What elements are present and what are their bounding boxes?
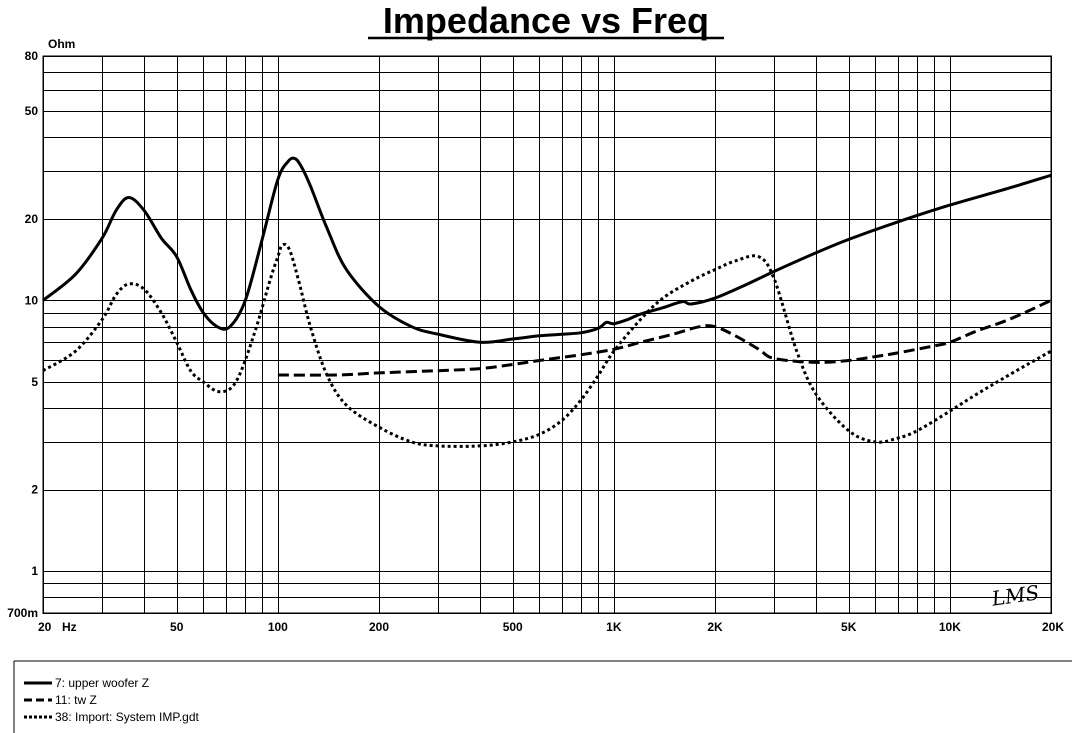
lms-watermark-text: LMS — [989, 580, 1040, 611]
data-series — [43, 158, 1051, 446]
x-tick-label: 20 — [38, 620, 52, 634]
legend-label: 38: Import: System IMP.gdt — [55, 710, 200, 724]
x-tick-label: 100 — [268, 620, 288, 634]
x-axis-unit-label: Hz — [62, 620, 77, 634]
x-tick-label: 2K — [707, 620, 723, 634]
x-tick-label: 500 — [503, 620, 523, 634]
x-tick-label: 50 — [170, 620, 184, 634]
chart-title: Impedance vs Freq — [383, 0, 709, 41]
lms-watermark: LMS — [989, 580, 1040, 611]
y-tick-label: 2 — [31, 483, 38, 497]
legend-label: 11: tw Z — [55, 693, 97, 707]
series-line-1 — [43, 158, 1051, 342]
legend-label: 7: upper woofer Z — [55, 676, 149, 690]
y-tick-label: 80 — [25, 49, 39, 63]
series-line-2 — [278, 300, 1051, 375]
y-tick-label: 50 — [25, 104, 39, 118]
y-tick-label: 10 — [25, 293, 39, 307]
y-tick-label: 700m — [7, 606, 38, 620]
x-tick-label: 5K — [841, 620, 857, 634]
axis-tick-labels: 20 50 100 200 500 1K 2K 5K 10K 20K 80 50 20 10 5 2 1 700m — [7, 49, 1064, 634]
x-tick-label: 10K — [939, 620, 961, 634]
y-tick-label: 1 — [31, 564, 38, 578]
y-tick-label: 20 — [25, 212, 39, 226]
series-line-3 — [43, 244, 1051, 446]
y-axis-unit-label: Ohm — [48, 37, 75, 51]
legend: 7: upper woofer Z 11: tw Z 38: Import: Sys… — [14, 661, 1072, 733]
x-tick-label: 20K — [1042, 620, 1064, 634]
y-tick-label: 5 — [31, 375, 38, 389]
x-tick-label: 200 — [369, 620, 389, 634]
x-tick-label: 1K — [606, 620, 622, 634]
